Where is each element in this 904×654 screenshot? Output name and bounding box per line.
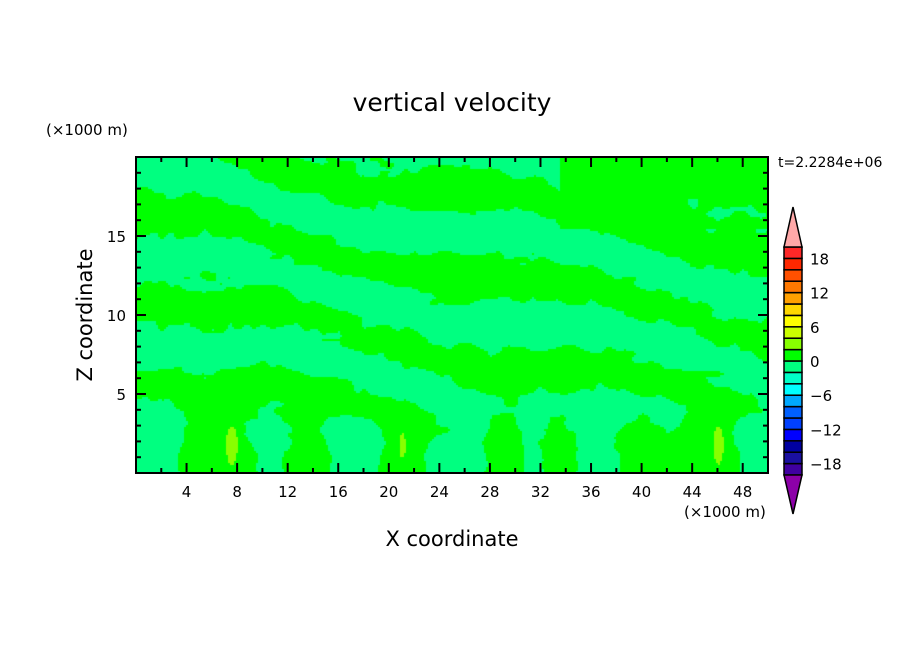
colorbar-under-triangle: [783, 474, 803, 515]
colorbar-swatch: [783, 462, 803, 476]
colorbar-swatch: [783, 257, 803, 271]
x-tick-label: 20: [379, 483, 398, 501]
colorbar-swatch: [783, 405, 803, 419]
colorbar-swatch: [783, 326, 803, 339]
colorbar-swatch: [783, 314, 803, 328]
x-tick-label: 32: [531, 483, 550, 501]
colorbar-swatch: [783, 303, 803, 317]
x-tick-label: 28: [480, 483, 499, 501]
colorbar-swatch: [783, 371, 803, 385]
x-tick-label: 40: [632, 483, 651, 501]
colorbar-tick-label: −12: [810, 421, 842, 439]
colorbar-tick-label: −18: [810, 456, 842, 474]
colorbar-swatch: [783, 394, 803, 408]
y-tick-label: 10: [107, 307, 126, 325]
x-tick-label: 4: [182, 483, 192, 501]
chart-title: vertical velocity: [352, 88, 552, 117]
colorbar-swatch: [783, 360, 803, 374]
colorbar-swatch: [783, 428, 803, 442]
x-tick-label: 8: [232, 483, 242, 501]
x-tick-label: 16: [329, 483, 348, 501]
x-axis-label: X coordinate: [385, 527, 519, 551]
colorbar-swatch: [783, 440, 803, 453]
colorbar-over-triangle: [783, 206, 803, 248]
x-tick-label: 44: [683, 483, 702, 501]
plot-frame: [135, 156, 769, 474]
colorbar-tick-label: −6: [810, 387, 832, 405]
colorbar-swatch: [783, 269, 803, 282]
colorbar-swatch: [783, 383, 803, 396]
y-unit-label: (×1000 m): [46, 121, 128, 139]
colorbar-swatch: [783, 451, 803, 465]
x-unit-label: (×1000 m): [684, 503, 766, 521]
colorbar-tick-label: 0: [810, 353, 820, 371]
x-tick-label: 12: [278, 483, 297, 501]
colorbar-swatch: [783, 337, 803, 351]
colorbar-swatch: [783, 417, 803, 431]
x-tick-label: 36: [581, 483, 600, 501]
colorbar-swatch: [783, 348, 803, 362]
y-tick-label: 15: [107, 228, 126, 246]
colorbar-tick-label: 12: [810, 285, 829, 303]
colorbar-swatch: [783, 291, 803, 305]
time-label: t=2.2284e+06: [778, 155, 883, 171]
colorbar-swatch: [783, 246, 803, 260]
x-tick-label: 48: [733, 483, 752, 501]
colorbar-tick-label: 18: [810, 250, 829, 268]
colorbar-tick-label: 6: [810, 319, 820, 337]
y-tick-label: 5: [116, 386, 126, 404]
x-tick-label: 24: [430, 483, 449, 501]
colorbar-swatch: [783, 280, 803, 294]
contour-field: [136, 157, 768, 473]
